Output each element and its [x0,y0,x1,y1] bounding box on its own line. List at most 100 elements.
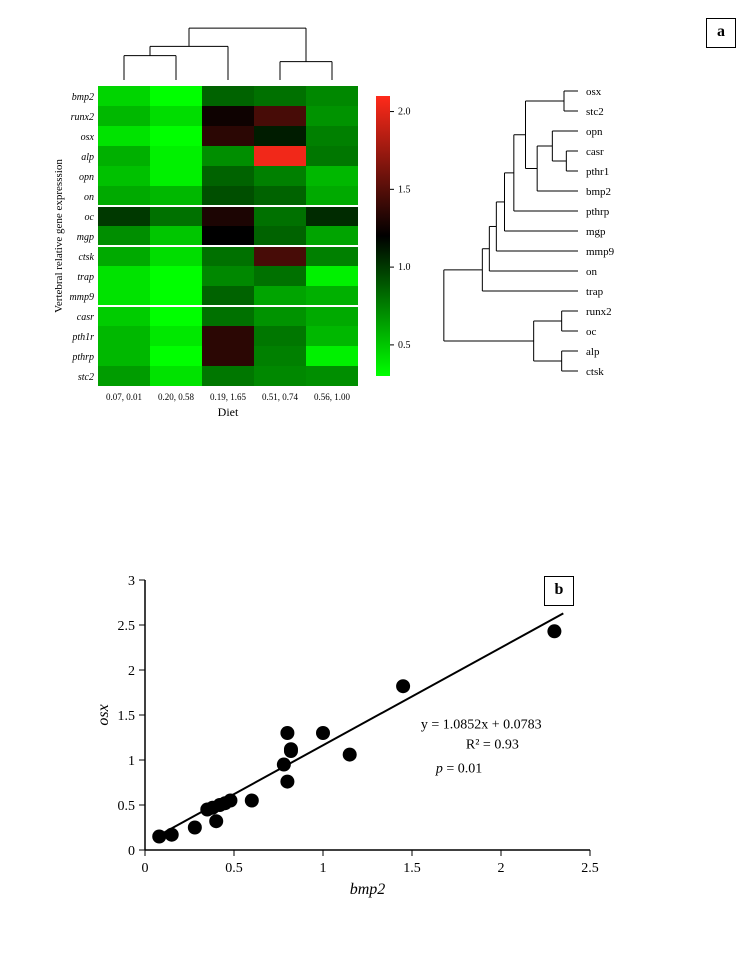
svg-text:ctsk: ctsk [586,366,604,378]
scatter-point [343,748,357,762]
svg-text:mmp9: mmp9 [586,246,615,258]
heatmap-cell [254,346,306,366]
svg-text:3: 3 [128,574,135,589]
heatmap-cell [98,146,150,166]
svg-text:R² = 0.93: R² = 0.93 [466,738,519,753]
heatmap-cell [306,266,358,286]
scatter-point [547,624,561,638]
scatter-point [188,821,202,835]
scatter-point [280,775,294,789]
svg-text:2.5: 2.5 [118,619,136,634]
svg-text:0: 0 [128,844,135,859]
svg-text:0.5: 0.5 [118,799,136,814]
heatmap-cell [254,166,306,186]
heatmap-cell [202,226,254,246]
heatmap-cell [202,166,254,186]
heatmap-cell [202,286,254,306]
svg-text:alp: alp [586,346,600,358]
heatmap-cell [98,286,150,306]
heatmap-cell [150,246,202,266]
heatmap-cell [98,86,150,106]
heatmap-cell [98,106,150,126]
scatter-point [280,726,294,740]
heatmap-cell [202,106,254,126]
heatmap-cell [306,226,358,246]
svg-text:osx: osx [95,704,112,725]
scatter-svg: 00.511.522.500.511.522.53bmp2osxy = 1.08… [90,570,620,920]
heatmap-cell [202,86,254,106]
svg-text:runx2: runx2 [71,112,94,123]
heatmap-cell [254,266,306,286]
heatmap-cell [150,366,202,386]
heatmap-cell [306,186,358,206]
heatmap-cell [150,126,202,146]
heatmap-cell [306,126,358,146]
svg-text:Vertebral relative gene expres: Vertebral relative gene expresssion [53,159,65,313]
svg-text:osx: osx [586,86,602,98]
heatmap-cell [254,186,306,206]
svg-text:0.5: 0.5 [398,340,411,351]
heatmap-cell [202,306,254,326]
heatmap-cell [150,346,202,366]
svg-text:runx2: runx2 [586,306,612,318]
svg-text:pth1r: pth1r [71,332,94,343]
heatmap-cell [98,246,150,266]
svg-text:alp: alp [81,152,94,163]
svg-text:opn: opn [79,172,94,183]
heatmap-cell [306,246,358,266]
svg-text:Diet: Diet [218,405,239,419]
heatmap-cell [202,146,254,166]
heatmap-cell [254,306,306,326]
svg-text:2: 2 [128,664,135,679]
heatmap-cell [202,186,254,206]
svg-text:stc2: stc2 [586,106,604,118]
svg-text:oc: oc [586,326,597,338]
scatter-point [316,726,330,740]
svg-text:pthrp: pthrp [71,352,94,363]
heatmap-cell [202,346,254,366]
heatmap-cell [306,286,358,306]
heatmap-cell [150,146,202,166]
scatter-point [245,794,259,808]
heatmap-cell [150,266,202,286]
svg-text:0: 0 [142,861,149,876]
heatmap-cell [306,86,358,106]
scatter-point [396,679,410,693]
svg-text:bmp2: bmp2 [350,881,386,898]
svg-text:0.07, 0.01: 0.07, 0.01 [106,392,142,402]
svg-text:bmp2: bmp2 [72,92,94,103]
scatter-point [284,744,298,758]
heatmap-cell [254,106,306,126]
svg-text:0.20, 0.58: 0.20, 0.58 [158,392,195,402]
panel-a-label: a [706,18,736,48]
heatmap-cell [202,206,254,226]
heatmap-cell [98,346,150,366]
heatmap-cell [98,326,150,346]
svg-text:on: on [84,192,94,203]
svg-text:1.5: 1.5 [403,861,421,876]
heatmap-cell [306,146,358,166]
heatmap-cell [306,206,358,226]
svg-text:2.5: 2.5 [581,861,599,876]
svg-text:casr: casr [77,312,94,323]
heatmap-cell [306,166,358,186]
heatmap-cell [202,126,254,146]
panel-a: Vertebral relative gene expresssion bmp2 r… [50,20,690,460]
heatmap-cell [150,206,202,226]
heatmap-cell [98,186,150,206]
heatmap-cell [306,326,358,346]
heatmap-cell [98,266,150,286]
heatmap-cell [150,106,202,126]
svg-text:1.5: 1.5 [398,184,411,195]
heatmap-cell [254,206,306,226]
svg-text:0.5: 0.5 [225,861,243,876]
svg-text:trap: trap [586,286,604,298]
svg-text:0.56, 1.00: 0.56, 1.00 [314,392,351,402]
heatmap-cell [98,306,150,326]
heatmap-cell [202,246,254,266]
svg-text:2.0: 2.0 [398,107,411,118]
svg-text:1: 1 [320,861,327,876]
svg-text:trap: trap [77,272,94,283]
heatmap-cell [150,306,202,326]
svg-text:y = 1.0852x + 0.0783: y = 1.0852x + 0.0783 [421,718,542,733]
